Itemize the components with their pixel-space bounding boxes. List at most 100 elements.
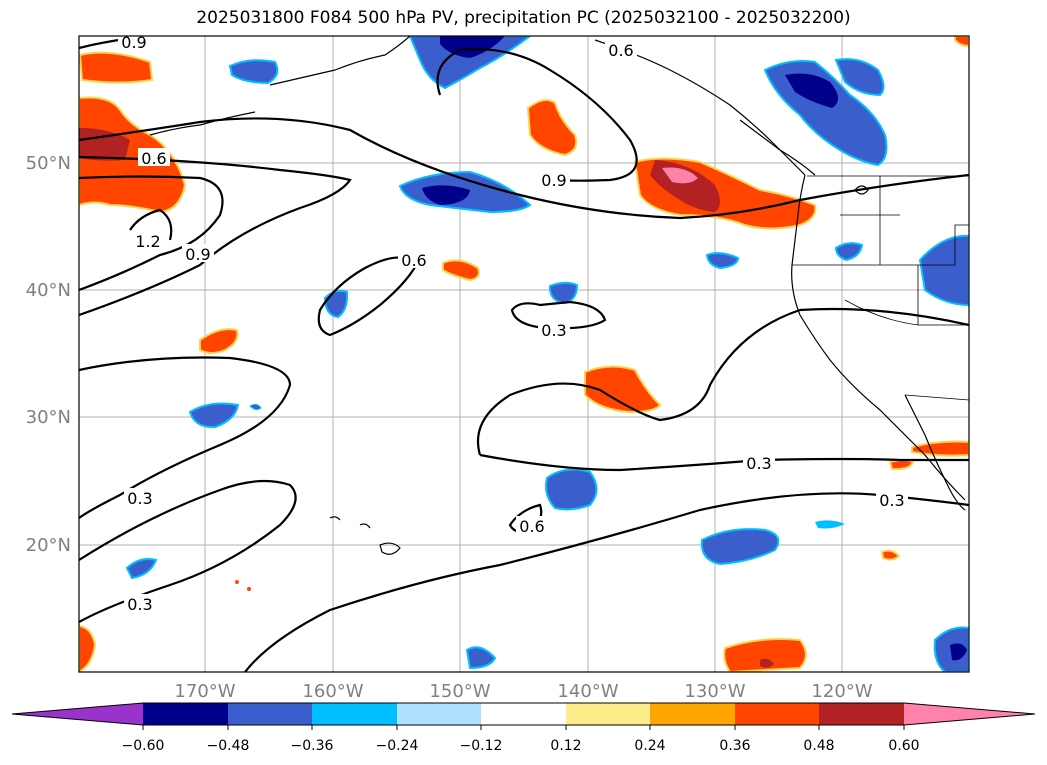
precip-blob [723, 638, 807, 672]
precip-blob [235, 580, 239, 584]
precip-blob [465, 646, 497, 670]
colorbar-swatch [735, 703, 819, 725]
precip-blob [79, 624, 97, 672]
colorbar-extend-min [12, 703, 143, 725]
contour-label: 0.6 [519, 517, 544, 536]
colorbar-tick-label: −0.12 [460, 738, 503, 754]
map-area: 0.9 0.6 0.6 1.2 0.9 0.9 0.6 0.3 0.3 0.3 … [79, 36, 969, 672]
precip-blob [249, 403, 262, 411]
precip-blob [79, 96, 187, 214]
precip-blob [408, 36, 532, 90]
lon-label-120w: 120°W [811, 681, 872, 702]
contour-label: 0.9 [185, 245, 210, 264]
colorbar-tick-label: −0.60 [122, 738, 165, 754]
precip-blob [950, 643, 967, 661]
precip-blob [815, 520, 845, 529]
precip-blob [549, 281, 579, 305]
precip-blob [228, 59, 279, 85]
precip-blob [526, 98, 578, 157]
coastlines [149, 36, 966, 555]
precip-blob [760, 658, 774, 668]
hawaii-island [359, 523, 371, 529]
coastline-north-america [791, 174, 966, 501]
precip-blob [834, 242, 864, 262]
contour-label: 0.3 [127, 595, 152, 614]
lon-label-170w: 170°W [174, 681, 235, 702]
contour-label: 0.9 [541, 171, 566, 190]
lon-label-140w: 140°W [557, 681, 618, 702]
colorbar: −0.60 −0.48 −0.36 −0.24 −0.12 0.12 0.24 … [11, 702, 1036, 754]
colorbar-swatch [650, 703, 735, 725]
contour-line [317, 256, 422, 337]
precip-blob [700, 528, 780, 566]
contour-line [79, 117, 969, 220]
contour-labels: 0.9 0.6 0.6 1.2 0.9 0.9 0.6 0.3 0.3 0.3 … [118, 36, 908, 614]
lon-label-130w: 130°W [684, 681, 745, 702]
colorbar-swatch [143, 703, 228, 725]
precip-blob [422, 185, 470, 205]
colorbar-swatch [397, 703, 481, 725]
colorbar-tick-label: 0.24 [634, 738, 665, 754]
lon-label-160w: 160°W [302, 681, 363, 702]
precip-blob [584, 365, 662, 414]
contour-line [79, 155, 352, 317]
colorbar-swatch [566, 703, 650, 725]
contour-line [436, 48, 638, 182]
colorbar-tick-label: −0.36 [291, 738, 334, 754]
precip-negative [125, 36, 969, 672]
precip-blob [442, 259, 480, 282]
precip-blob [188, 402, 240, 429]
precip-blob [79, 128, 130, 161]
colorbar-tick-label: 0.60 [888, 738, 919, 754]
precip-blob [79, 51, 154, 84]
coastline-canada-interior [739, 119, 816, 176]
contour-label: 0.3 [127, 489, 152, 508]
contour-label: 0.3 [541, 321, 566, 340]
precip-blob [247, 587, 251, 591]
contour-label: 0.3 [746, 454, 771, 473]
border-us-mexico [904, 394, 969, 401]
colorbar-tick-label: 0.12 [550, 738, 581, 754]
canada-outline [854, 185, 869, 195]
colorbar-tick-label: 0.48 [803, 738, 834, 754]
precip-blob [545, 468, 598, 511]
contour-line [79, 356, 292, 519]
contour-line [79, 175, 224, 292]
contour-label: 0.6 [141, 149, 166, 168]
colorbar-ticks [142, 725, 905, 730]
contour-label: 0.6 [608, 41, 633, 60]
lat-label-20n: 20°N [26, 535, 71, 556]
lon-labels: 170°W 160°W 150°W 140°W 130°W 120°W [174, 681, 872, 702]
coastline-alaska [269, 36, 411, 86]
contour-label: 0.6 [401, 251, 426, 270]
colorbar-tick-label: −0.48 [207, 738, 250, 754]
colorbar-swatch [228, 703, 312, 725]
colorbar-tick-labels: −0.60 −0.48 −0.36 −0.24 −0.12 0.12 0.24 … [122, 738, 920, 754]
map-title: 2025031800 F084 500 hPa PV, precipitatio… [196, 8, 851, 28]
lat-label-30n: 30°N [26, 407, 71, 428]
colorbar-swatch [312, 703, 397, 725]
contour-label: 0.3 [879, 491, 904, 510]
contour-line [129, 208, 173, 241]
colorbar-swatch [819, 703, 904, 725]
colorbar-extend-max [904, 703, 1035, 725]
precip-blob [125, 558, 158, 580]
ocean-background [79, 36, 969, 672]
precip-blob [834, 58, 885, 97]
border-states [792, 224, 969, 266]
borders [792, 175, 969, 401]
precip-blob [705, 252, 740, 270]
hawaii-island [329, 516, 341, 521]
lat-labels: 50°N 40°N 30°N 20°N [26, 153, 71, 556]
lat-label-40n: 40°N [26, 280, 71, 301]
border-states [844, 299, 919, 326]
precip-positive [79, 36, 969, 672]
hawaii-island [379, 542, 401, 555]
precip-blob [918, 235, 969, 307]
precip-blob [785, 73, 839, 108]
colorbar-tick-label: 0.36 [719, 738, 750, 754]
colorbar-swatch [481, 703, 566, 725]
precip-blob [880, 549, 901, 561]
contour-line [79, 479, 297, 623]
